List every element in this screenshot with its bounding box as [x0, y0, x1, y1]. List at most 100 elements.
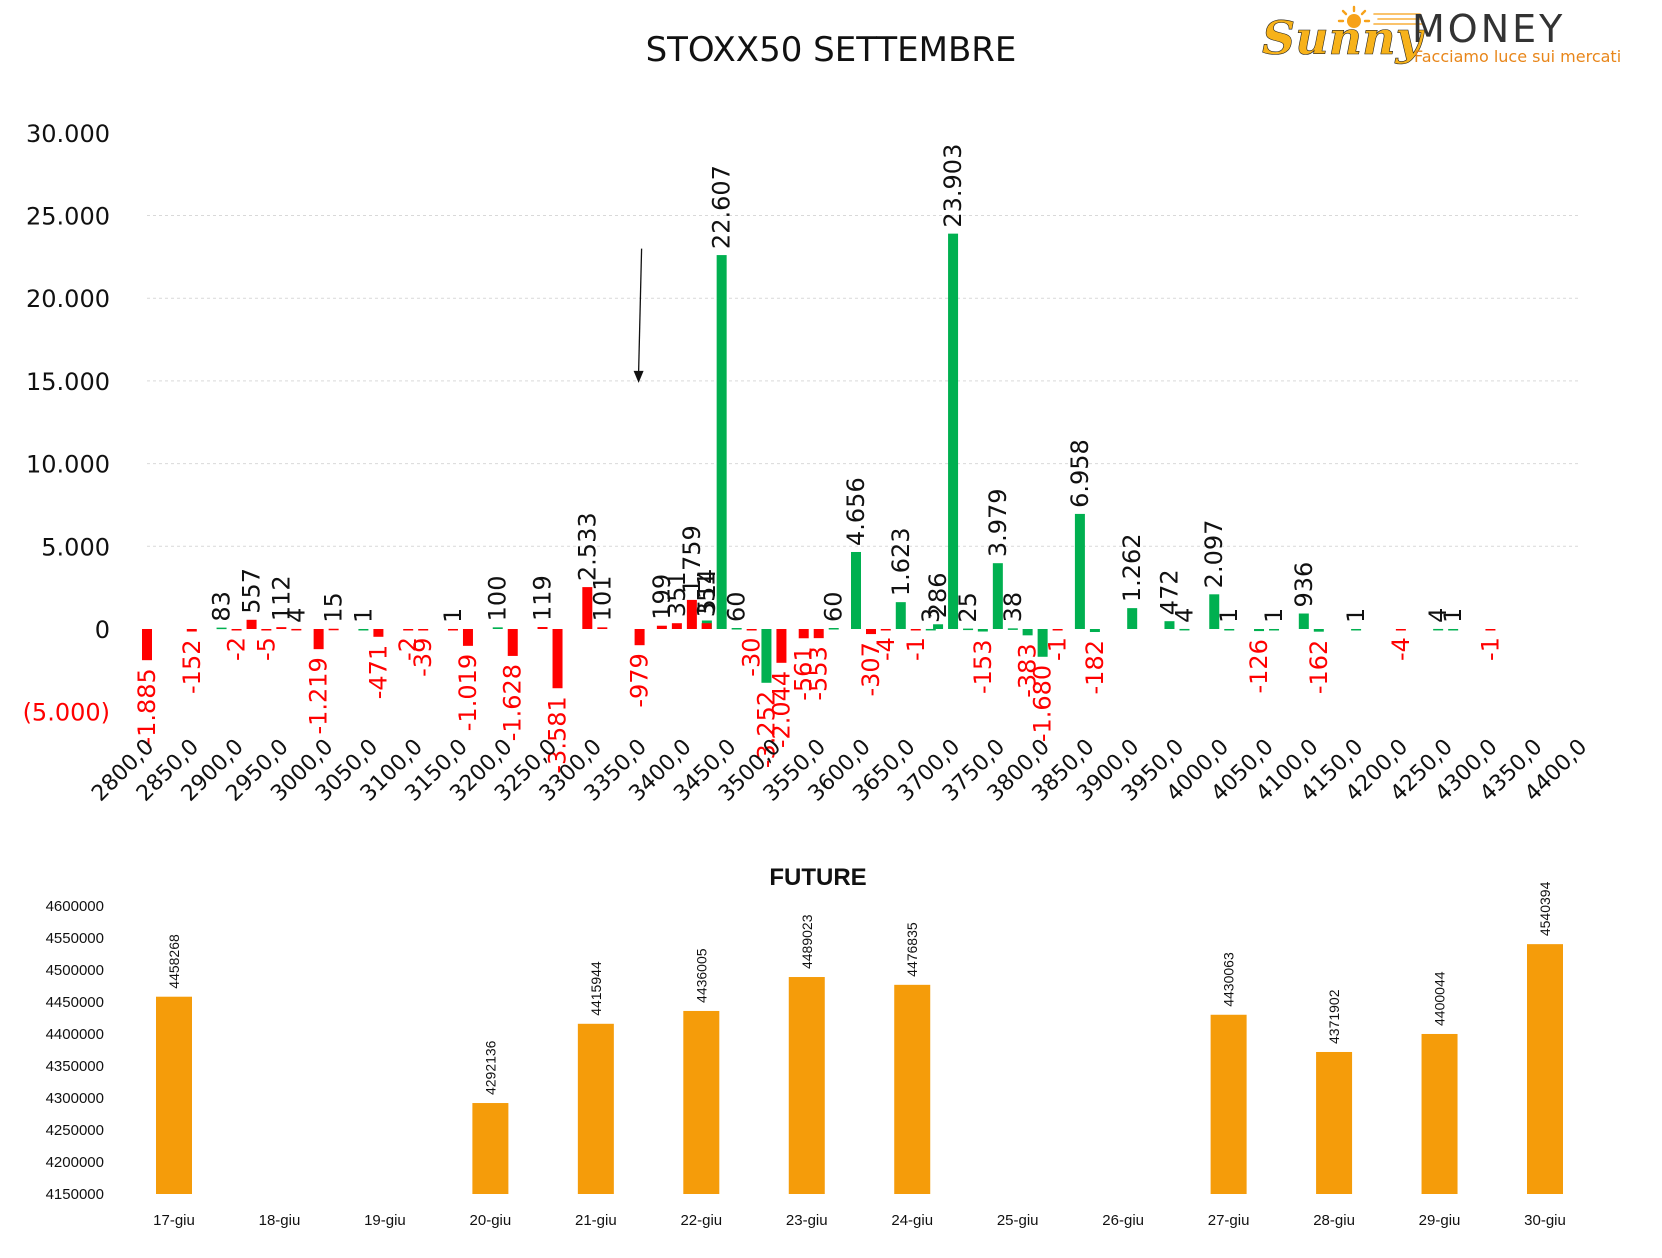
future-bar-label: 4489023 [799, 914, 815, 969]
future-y-tick-label: 4550000 [46, 930, 104, 947]
future-y-tick-label: 4500000 [46, 962, 104, 979]
future-data-labels: 4458268 4292136 4415944 4436005 4489023 44768… [166, 881, 1553, 1095]
bar-data-label: 936 [1290, 562, 1318, 608]
y-tick-label: 0 [95, 616, 110, 644]
future-bar [1210, 1014, 1247, 1194]
option-bar [1485, 629, 1496, 631]
y-tick-label: 15.000 [26, 368, 110, 396]
bar-data-label: 351 [663, 571, 691, 617]
option-bar [634, 629, 645, 646]
option-bar [597, 627, 608, 629]
bar-data-label: 1 [1342, 608, 1370, 623]
bar-data-label: 4.656 [842, 477, 870, 546]
bar-data-label: -1.885 [133, 668, 161, 745]
future-x-tick-label: 17-giu [153, 1212, 195, 1229]
bar-data-label: 119 [529, 575, 557, 621]
bar-data-label: 4 [282, 608, 310, 623]
y-tick-label: (5.000) [23, 699, 110, 727]
bar-data-label: 60 [820, 591, 848, 622]
option-bar [1037, 629, 1048, 657]
bar-data-label: -553 [805, 646, 833, 700]
bar-data-label: -153 [969, 640, 997, 694]
future-y-tick-label: 4300000 [46, 1090, 104, 1107]
bar-data-label: 83 [208, 591, 236, 622]
bar-data-label: 1 [1260, 608, 1288, 623]
bar-data-label: -4 [872, 637, 900, 661]
logo-tagline: Facciamo luce sui mercati [1414, 47, 1621, 66]
future-x-tick-label: 28-giu [1313, 1212, 1355, 1229]
bar-data-label: 112 [267, 575, 295, 621]
option-bar [418, 629, 429, 631]
logo-brand-money: MONEY [1412, 7, 1565, 51]
option-bar [216, 627, 227, 630]
future-x-tick-label: 30-giu [1524, 1212, 1566, 1229]
option-bar [276, 627, 287, 629]
bar-data-label: -471 [364, 645, 392, 699]
option-bar [1089, 629, 1100, 633]
option-bar [552, 629, 563, 689]
option-bar [1074, 513, 1085, 629]
option-bar [761, 629, 772, 683]
y-tick-label: 25.000 [26, 203, 110, 231]
option-bar [1007, 628, 1018, 630]
bar-data-label: 2.097 [1200, 520, 1228, 589]
y-tick-label: 5.000 [41, 533, 110, 561]
main-gridlines [147, 215, 1580, 547]
bar-data-label: 514 [693, 569, 721, 615]
bar-data-label: -561 [790, 646, 818, 700]
option-bar [828, 628, 839, 630]
option-bar [1164, 621, 1175, 629]
arrow-shaft [637, 248, 643, 373]
future-bar-label: 4436005 [693, 948, 709, 1003]
option-bar [447, 628, 458, 631]
option-bar [1395, 629, 1406, 631]
future-x-tick-label: 23-giu [786, 1212, 828, 1229]
bar-data-label: -1.219 [305, 657, 333, 734]
future-x-tick-label: 24-giu [891, 1212, 933, 1229]
bar-data-label: 1 [349, 608, 377, 623]
option-bar [798, 629, 809, 639]
arrow-down-icon [633, 370, 644, 383]
sun-icon [1337, 5, 1423, 28]
bar-data-label: -30 [738, 637, 766, 676]
option-bar [866, 629, 876, 635]
option-bar [716, 255, 727, 630]
option-bar [1433, 628, 1444, 631]
option-bar [231, 629, 242, 631]
y-tick-label: 20.000 [26, 285, 110, 313]
bar-data-label: -383 [1014, 643, 1042, 697]
future-y-tick-label: 4150000 [46, 1186, 104, 1203]
option-bar [373, 629, 384, 637]
bar-data-label: 286 [924, 572, 952, 618]
bar-data-label: -3.581 [544, 696, 572, 773]
future-bar [577, 1023, 614, 1194]
bar-data-label: 351 [693, 571, 721, 617]
bar-data-label: -1.019 [454, 654, 482, 731]
bar-data-label: -307 [857, 642, 885, 696]
future-x-tick-label: 18-giu [259, 1212, 301, 1229]
bar-data-label: -182 [1081, 640, 1109, 694]
future-bar-label: 4400044 [1432, 971, 1448, 1026]
future-bar-label: 4415944 [588, 961, 604, 1016]
option-bar [1298, 613, 1309, 629]
option-bar [261, 629, 272, 631]
future-y-tick-label: 4250000 [46, 1122, 104, 1139]
logo-brand-sunny: Sunny [1262, 11, 1426, 65]
main-x-axis: 2800,02850,02900,02950,03000,03050,03100… [87, 735, 1592, 807]
bar-data-label: -1.628 [499, 664, 527, 741]
option-bar [880, 629, 891, 631]
sunny-money-logo: Sunny MONEY Facciamo luce sui mercati [1262, 5, 1621, 66]
bar-data-label: 101 [588, 576, 616, 622]
future-y-tick-label: 4600000 [46, 898, 104, 915]
option-bar [910, 629, 921, 631]
future-bar-label: 4458268 [166, 934, 182, 989]
future-bar-label: 4371902 [1326, 989, 1342, 1044]
bar-data-label: 1 [439, 608, 467, 623]
future-bar [472, 1103, 509, 1194]
option-bar [313, 629, 324, 650]
future-x-tick-label: 21-giu [575, 1212, 617, 1229]
future-y-tick-label: 4450000 [46, 994, 104, 1011]
bar-data-label: -1 [1044, 637, 1072, 661]
future-bar-label: 4430063 [1221, 952, 1237, 1007]
